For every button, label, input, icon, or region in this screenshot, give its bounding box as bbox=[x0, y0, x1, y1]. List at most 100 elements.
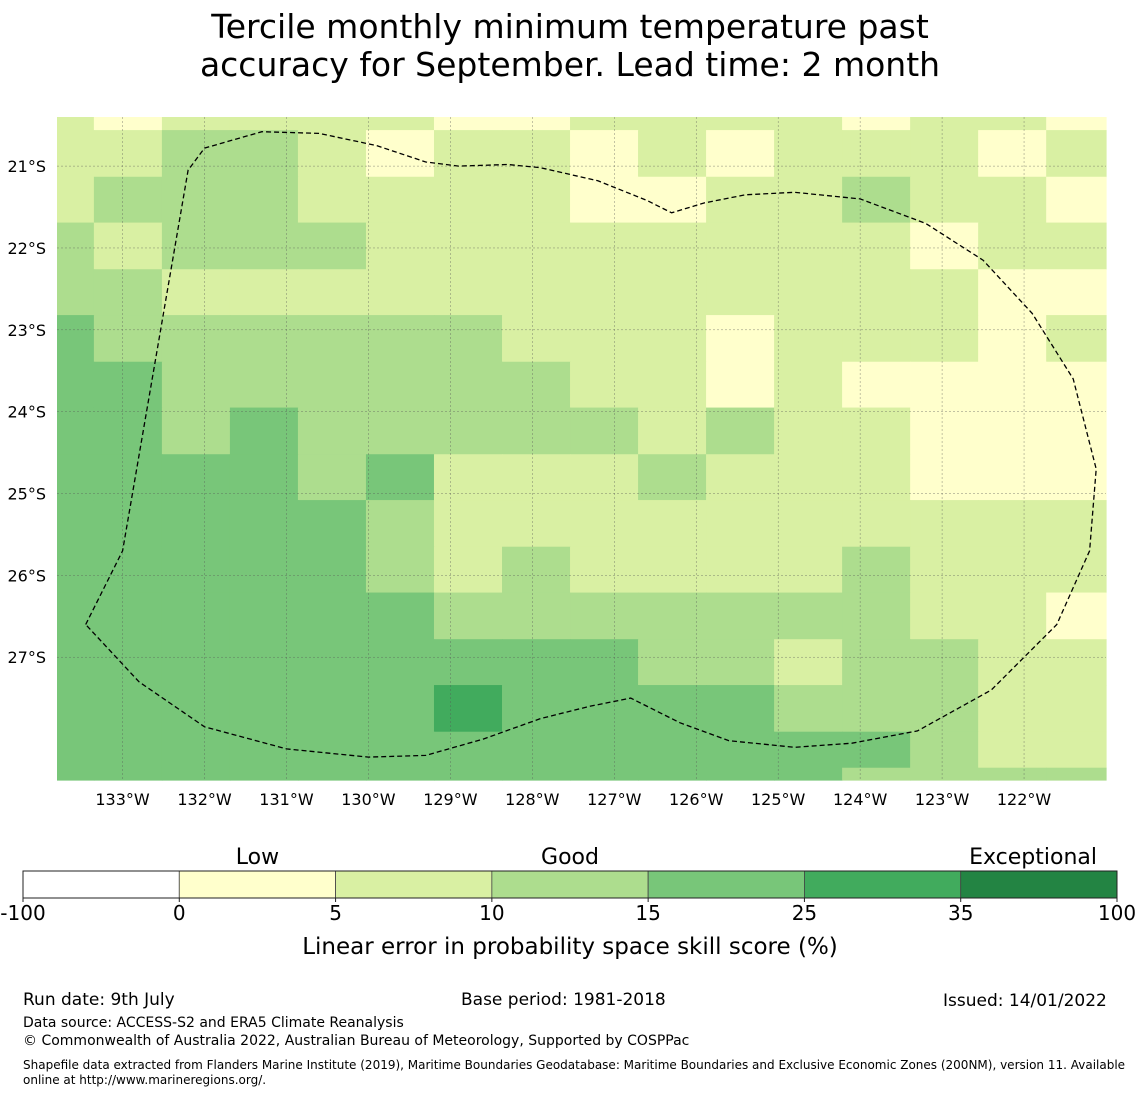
grid-cell bbox=[365, 592, 435, 640]
grid-cell bbox=[365, 685, 435, 733]
grid-cell bbox=[502, 176, 571, 224]
grid-cell bbox=[365, 639, 435, 686]
grid-cell bbox=[161, 546, 231, 594]
colorbar-axis-label: Linear error in probability space skill … bbox=[302, 934, 838, 960]
colorbar: -100 0 5 10 15 25 35 100 Low Good Exceptional Linea… bbox=[0, 845, 1136, 960]
grid-cell bbox=[297, 592, 367, 640]
grid-cell bbox=[229, 592, 299, 640]
issued-date: Issued: 14/01/2022 bbox=[943, 991, 1107, 1011]
grid-cell bbox=[433, 269, 503, 316]
grid-cell bbox=[774, 176, 843, 224]
grid-cell bbox=[161, 361, 231, 409]
grid-cell bbox=[978, 546, 1047, 594]
grid-cell bbox=[93, 731, 163, 769]
grid-cell bbox=[161, 176, 231, 224]
grid-cell bbox=[365, 269, 435, 316]
grid-cell bbox=[1046, 315, 1107, 363]
grid-cell bbox=[161, 117, 231, 131]
colorbar-bin bbox=[804, 870, 962, 899]
colorbar-bin bbox=[491, 870, 649, 899]
grid-cell bbox=[774, 117, 843, 131]
grid-cell bbox=[842, 269, 911, 316]
grid-cell bbox=[638, 315, 707, 363]
grid-cell bbox=[502, 685, 571, 733]
grid-cell bbox=[502, 767, 571, 781]
grid-cell bbox=[842, 592, 911, 640]
grid-cell bbox=[1046, 685, 1107, 733]
grid-cell bbox=[638, 407, 707, 455]
grid-cell bbox=[706, 731, 775, 769]
grid-cell bbox=[910, 685, 979, 733]
grid-cell bbox=[978, 117, 1047, 131]
grid-cell bbox=[638, 546, 707, 594]
colorbar-bin bbox=[335, 870, 493, 899]
grid-cell bbox=[57, 639, 95, 686]
skill-score-grid bbox=[57, 117, 1107, 781]
grid-cell bbox=[910, 731, 979, 769]
latitude-label: 23°S bbox=[7, 321, 46, 340]
grid-cell bbox=[365, 361, 435, 409]
grid-cell bbox=[93, 767, 163, 781]
grid-cell bbox=[842, 546, 911, 594]
grid-cell bbox=[638, 361, 707, 409]
grid-cell bbox=[774, 546, 843, 594]
colorbar-bin bbox=[960, 870, 1118, 899]
grid-cell bbox=[93, 117, 163, 131]
longitude-label: 128°W bbox=[505, 790, 560, 809]
longitude-label: 127°W bbox=[587, 790, 642, 809]
grid-cell bbox=[978, 592, 1047, 640]
grid-cell bbox=[297, 222, 367, 270]
grid-cell bbox=[365, 315, 435, 363]
grid-cell bbox=[433, 222, 503, 270]
grid-cell bbox=[229, 117, 299, 131]
colorbar-tick-label: -100 bbox=[0, 901, 45, 925]
grid-cell bbox=[1046, 592, 1107, 640]
grid-cell bbox=[910, 315, 979, 363]
grid-cell bbox=[842, 407, 911, 455]
grid-cell bbox=[502, 546, 571, 594]
grid-cell bbox=[433, 731, 503, 769]
grid-cell bbox=[502, 407, 571, 455]
grid-cell bbox=[842, 685, 911, 733]
grid-cell bbox=[433, 176, 503, 224]
latitude-tick-labels: 21°S 22°S 23°S 24°S 25°S 26°S 27°S bbox=[7, 157, 46, 667]
grid-cell bbox=[978, 269, 1047, 316]
grid-cell bbox=[297, 639, 367, 686]
grid-cell bbox=[978, 731, 1047, 769]
colorbar-category-label: Exceptional bbox=[969, 845, 1097, 870]
grid-cell bbox=[978, 176, 1047, 224]
grid-cell bbox=[297, 546, 367, 594]
grid-cell bbox=[638, 269, 707, 316]
grid-cell bbox=[433, 117, 503, 131]
grid-cell bbox=[842, 731, 911, 769]
grid-cell bbox=[297, 407, 367, 455]
grid-cell bbox=[774, 639, 843, 686]
grid-cell bbox=[57, 767, 95, 781]
grid-cell bbox=[1046, 767, 1107, 781]
chart-title: Tercile monthly minimum temperature past… bbox=[0, 8, 1140, 84]
grid-cell bbox=[297, 315, 367, 363]
grid-cell bbox=[433, 361, 503, 409]
grid-cell bbox=[570, 592, 639, 640]
grid-cell bbox=[978, 222, 1047, 270]
grid-cell bbox=[1046, 117, 1107, 131]
grid-cell bbox=[638, 500, 707, 548]
grid-cell bbox=[161, 269, 231, 316]
grid-cell bbox=[570, 407, 639, 455]
grid-cell bbox=[978, 685, 1047, 733]
grid-cell bbox=[93, 407, 163, 455]
grid-cell bbox=[570, 767, 639, 781]
grid-cell bbox=[502, 269, 571, 316]
grid-cell bbox=[706, 315, 775, 363]
grid-cell bbox=[365, 407, 435, 455]
grid-cell bbox=[93, 500, 163, 548]
grid-cell bbox=[502, 454, 571, 501]
grid-cell bbox=[502, 117, 571, 131]
grid-cell bbox=[570, 454, 639, 501]
grid-cell bbox=[910, 592, 979, 640]
grid-cell bbox=[570, 117, 639, 131]
grid-cell bbox=[433, 685, 503, 733]
grid-cell bbox=[910, 222, 979, 270]
colorbar-tick-label: 10 bbox=[479, 901, 504, 925]
grid-cell bbox=[638, 130, 707, 178]
